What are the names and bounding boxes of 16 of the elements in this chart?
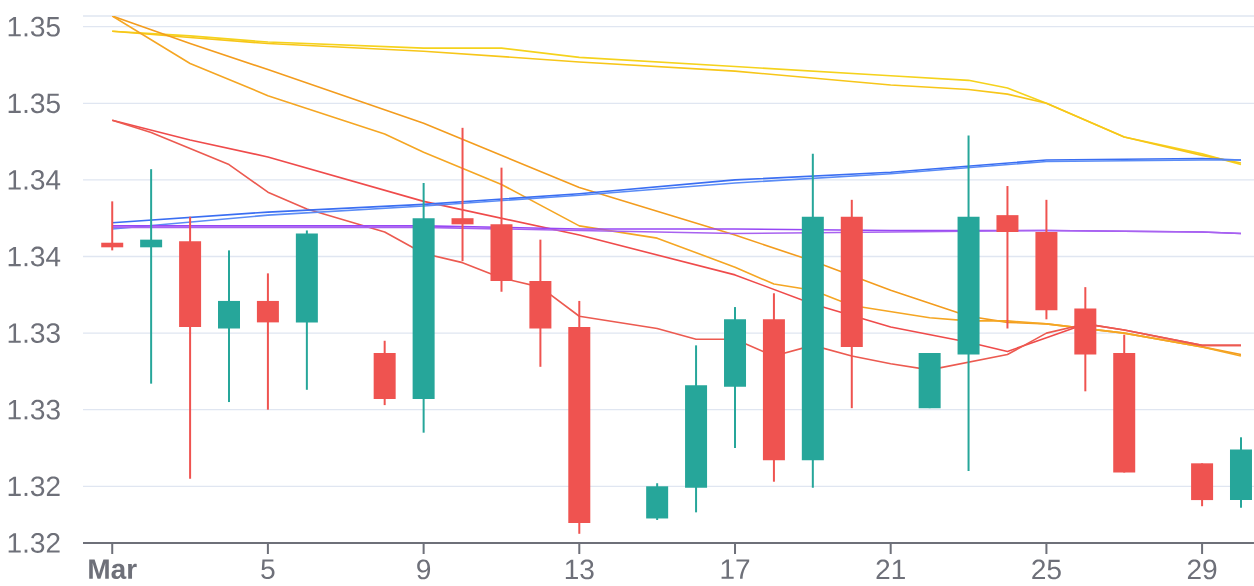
x-tick-label: 21 (876, 559, 905, 580)
y-tick-label: 1.34 (8, 246, 61, 267)
y-tick-label: 1.33 (8, 399, 60, 420)
y-tick-label: 1.32 (8, 533, 60, 553)
x-tick-label: Mar (89, 559, 137, 580)
y-tick-label: 1.35 (8, 16, 60, 37)
y-tick-label: 1.32 (8, 476, 60, 497)
y-tick-label: 1.33 (8, 323, 60, 344)
x-tick-label: 9 (417, 559, 431, 580)
x-tick-label: 29 (1187, 559, 1217, 580)
y-tick-label: 1.35 (8, 93, 60, 114)
x-tick-label: 13 (565, 559, 594, 580)
x-tick-label: 17 (721, 559, 750, 579)
x-tick-label: 25 (1032, 559, 1061, 580)
y-tick-label: 1.34 (8, 170, 61, 190)
x-tick-label: 5 (261, 559, 275, 580)
